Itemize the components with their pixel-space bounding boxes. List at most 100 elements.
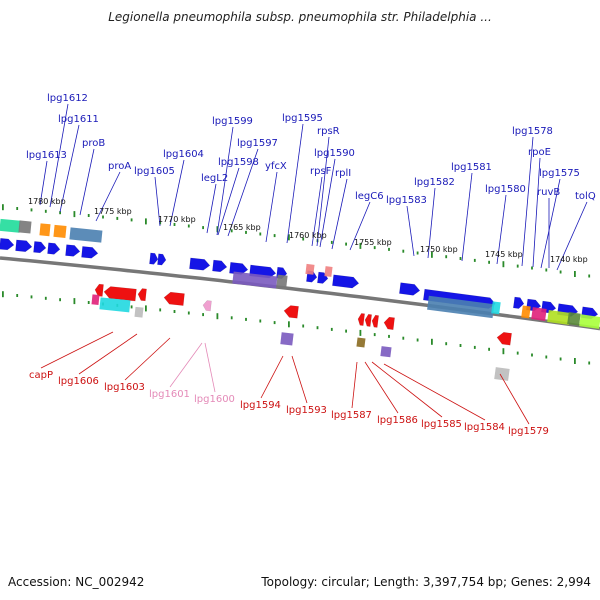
ruler-label: 1750 kbp <box>420 245 458 254</box>
backbone-line <box>0 256 600 331</box>
ruler-tick <box>516 264 519 268</box>
leader-line <box>291 355 308 404</box>
ruler-tick <box>588 361 591 365</box>
ruler-tick <box>73 298 76 305</box>
ruler-tick <box>288 321 290 328</box>
ruler-tick <box>16 207 19 210</box>
ruler-tick <box>431 338 433 345</box>
feature-box <box>579 314 600 329</box>
ruler-tick <box>531 353 533 357</box>
feature-box <box>491 301 501 315</box>
leader-line <box>216 126 234 236</box>
leader-line <box>364 361 399 414</box>
ruler-tick <box>288 234 290 241</box>
ruler-tick <box>459 257 462 260</box>
label-leader-lines <box>39 103 588 425</box>
gene-label-lpg1594: lpg1594 <box>240 400 281 411</box>
leader-line <box>79 148 95 216</box>
feature-box-shape <box>99 297 131 313</box>
forward-gene-shape <box>149 252 159 265</box>
forward-gene <box>65 244 81 257</box>
ruler-tick <box>30 208 33 212</box>
feature-box <box>521 305 531 319</box>
ruler-tick <box>345 242 347 246</box>
ruler-tick <box>588 274 591 278</box>
gene-track <box>0 218 600 381</box>
gene-label-lpg1599: lpg1599 <box>212 116 253 127</box>
leader-line <box>383 363 486 421</box>
leader-line <box>217 167 240 236</box>
feature-box-shape <box>39 223 51 237</box>
ruler-tick <box>402 336 405 340</box>
forward-gene <box>189 257 211 271</box>
ruler-tick <box>87 301 90 304</box>
feature-box <box>547 309 571 325</box>
ruler-tick <box>359 329 362 336</box>
ruler-tick <box>216 313 219 320</box>
feature-box-shape <box>232 271 278 289</box>
ruler-tick <box>574 358 576 364</box>
feature-box <box>567 312 581 326</box>
ruler-tick <box>388 247 390 251</box>
ruler-tick <box>373 246 376 250</box>
gene-label-capP: capP <box>29 370 53 381</box>
ruler-tick <box>373 333 376 337</box>
reverse-gene <box>371 314 379 328</box>
leader-line <box>319 158 336 248</box>
gene-label-lpg1605: lpg1605 <box>134 166 175 177</box>
gene-label-lpg1598: lpg1598 <box>218 157 259 168</box>
feature-box <box>276 274 288 288</box>
gene-label-ruvB: ruvB <box>537 187 560 198</box>
gene-label-lpg1612: lpg1612 <box>47 93 88 104</box>
reverse-gene-shape <box>283 305 299 319</box>
ruler-tick <box>245 317 247 321</box>
gene-label-lpg1611: lpg1611 <box>58 114 99 125</box>
gene-label-lpg1581: lpg1581 <box>451 162 492 173</box>
gene-label-lpg1584: lpg1584 <box>464 422 505 433</box>
ruler-tick <box>302 324 305 328</box>
feature-box-shape <box>491 301 501 315</box>
leader-line <box>39 160 48 206</box>
ruler-label: 1780 kbp <box>28 197 66 206</box>
ruler-tick <box>445 255 448 259</box>
forward-gene <box>212 259 228 273</box>
ruler-label: 1765 kbp <box>223 223 261 232</box>
leader-line <box>351 361 358 409</box>
ruler-tick <box>245 230 247 234</box>
feature-box <box>305 263 315 275</box>
gene-label-lpg1578: lpg1578 <box>512 126 553 137</box>
forward-gene <box>149 252 159 265</box>
forward-gene-shape <box>189 257 211 271</box>
feature-box-shape <box>579 314 600 329</box>
forward-gene-shape <box>212 259 228 273</box>
leader-line <box>227 148 259 237</box>
ruler-tick <box>488 347 490 351</box>
gene-label-lpg1575: lpg1575 <box>539 168 580 179</box>
forward-gene <box>512 296 525 309</box>
ruler-label: 1745 kbp <box>485 250 523 259</box>
leader-line <box>169 342 203 388</box>
ruler-tick <box>159 308 162 312</box>
leader-line <box>406 205 415 257</box>
ruler-tick <box>159 221 162 225</box>
ruler-label: 1755 kbp <box>354 238 392 247</box>
feature-box-shape <box>531 307 547 321</box>
feature-box <box>380 346 392 358</box>
ruler-tick <box>59 298 61 302</box>
feature-box <box>53 224 67 238</box>
reverse-gene <box>496 331 512 346</box>
forward-gene <box>399 282 421 296</box>
leader-line <box>316 136 330 247</box>
reverse-gene-shape <box>202 300 212 312</box>
leader-line <box>496 194 507 265</box>
leader-line <box>311 176 323 247</box>
ruler-tick <box>330 327 333 331</box>
ruler-label: 1775 kbp <box>94 207 132 216</box>
leader-line <box>95 171 121 222</box>
forward-gene <box>47 242 61 255</box>
gene-label-lpg1600: lpg1600 <box>194 394 235 405</box>
ruler-labels: 1780 kbp 1775 kbp 1770 kbp 1765 kbp 1760 kbp… <box>28 197 588 264</box>
gene-label-tolQ: tolQ <box>575 191 596 202</box>
ruler-tick <box>273 321 276 325</box>
ruler-tick <box>102 215 104 219</box>
